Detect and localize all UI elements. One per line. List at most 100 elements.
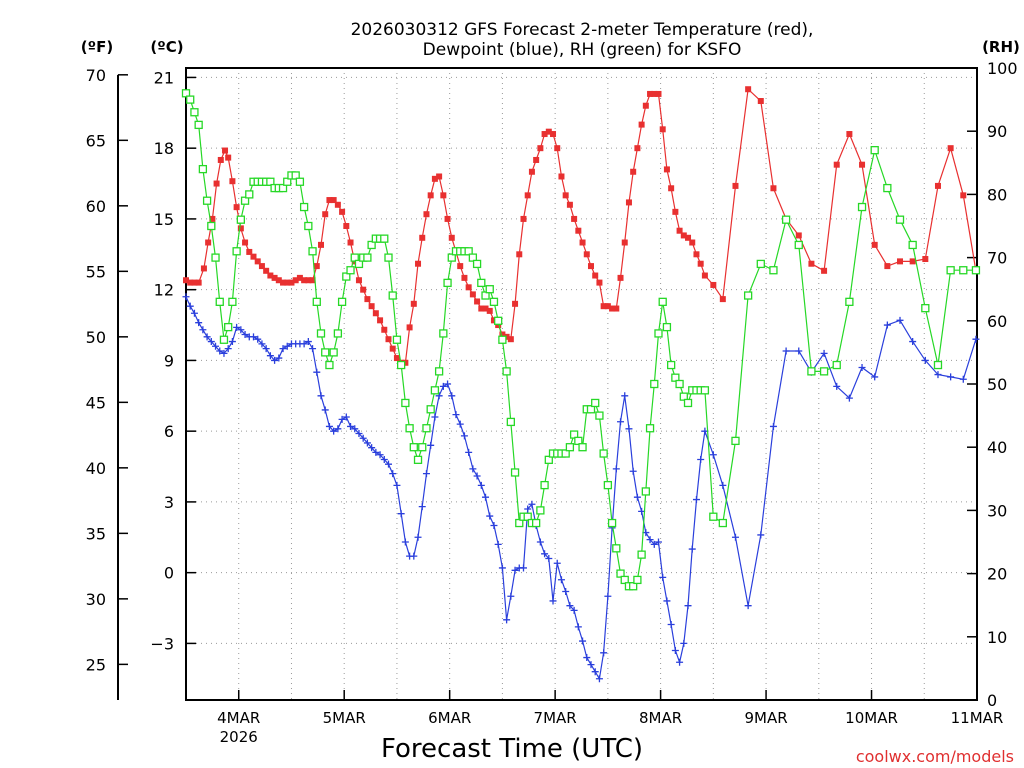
rh-point — [870, 146, 879, 155]
rh-point — [807, 367, 816, 376]
temperature-point — [520, 215, 527, 222]
rh-point — [845, 297, 854, 306]
dewpoint-point — [380, 455, 388, 463]
dewpoint-point — [591, 668, 599, 676]
temperature-point — [486, 307, 493, 314]
temperature-point — [558, 173, 565, 180]
temperature-point — [697, 260, 704, 267]
dewpoint-point — [435, 392, 443, 400]
dewpoint-point — [490, 521, 498, 529]
temperature-point — [528, 168, 535, 175]
dewpoint-point — [258, 340, 266, 348]
temperature-point — [389, 345, 396, 352]
dewpoint-point — [393, 481, 401, 489]
temperature-point — [296, 274, 303, 281]
temperature-point — [960, 192, 967, 199]
temperature-point — [642, 102, 649, 109]
rh-point — [321, 348, 330, 357]
rh-point — [409, 443, 418, 452]
rh-point — [662, 322, 672, 332]
temperature-point — [267, 272, 274, 279]
rh-point — [413, 455, 423, 464]
temperature-point — [448, 234, 455, 241]
rh-point — [586, 405, 596, 414]
dewpoint-point — [389, 470, 397, 478]
dewpoint-point — [477, 481, 485, 489]
dewpoint-point — [241, 330, 249, 338]
rh-point — [506, 417, 515, 427]
rh-point — [299, 202, 309, 212]
temperature-point — [225, 154, 232, 161]
rh-point — [883, 183, 892, 193]
dewpoint-point — [545, 555, 553, 563]
rh-point — [295, 177, 305, 186]
temperature-point — [507, 336, 514, 343]
temperature-point — [187, 279, 194, 286]
rh-point — [434, 367, 444, 376]
rh-tick-label: 90 — [987, 122, 1007, 141]
rh-point — [607, 518, 617, 528]
dewpoint-point — [654, 538, 662, 546]
rh-point — [380, 234, 389, 243]
temperature-point — [478, 305, 485, 312]
fahrenheit-tick-label: 45 — [86, 393, 106, 412]
rh-tick-label: 60 — [987, 312, 1007, 331]
rh-point — [245, 190, 254, 199]
dewpoint-point — [199, 326, 207, 334]
fahrenheit-tick-label: 40 — [86, 459, 106, 478]
dewpoint-point — [671, 646, 679, 654]
temperature-point — [217, 156, 224, 163]
temperature-point — [659, 126, 666, 133]
dewpoint-point — [313, 368, 321, 376]
rh-point — [654, 329, 663, 338]
rh-point — [211, 253, 220, 262]
dewpoint-point — [237, 326, 245, 334]
dewpoint-point — [448, 392, 456, 400]
dewpoint-point — [342, 413, 350, 421]
rh-point — [645, 424, 655, 433]
dewpoint-point — [959, 375, 967, 383]
rh-point — [489, 297, 499, 306]
celsius-tick-label: 15 — [154, 210, 174, 229]
dewpoint-point — [279, 345, 287, 353]
temperature-point — [562, 192, 569, 199]
temperature-point — [884, 263, 891, 270]
rh-point — [240, 196, 250, 205]
temperature-point — [524, 192, 531, 199]
dewpoint-point — [769, 422, 777, 430]
dewpoint-point — [334, 425, 342, 433]
fahrenheit-tick-label: 70 — [86, 66, 106, 85]
rh-point — [515, 518, 524, 528]
x-axis-title: Forecast Time (UTC) — [381, 734, 643, 764]
dewpoint-point — [224, 345, 232, 353]
dewpoint-point — [460, 432, 468, 440]
rh-point — [481, 291, 490, 300]
temperature-point — [625, 199, 632, 206]
temperature-point — [668, 185, 675, 192]
temperature-point — [258, 263, 265, 270]
dewpoint-point — [845, 394, 853, 402]
rh-point — [308, 247, 317, 256]
dewpoint-point — [212, 342, 220, 350]
temperature-point — [368, 303, 375, 310]
rh-point — [304, 221, 313, 231]
rh-point — [633, 575, 642, 585]
dewpoint-point — [465, 448, 473, 456]
rh-point — [181, 89, 191, 98]
rh-point — [591, 398, 600, 408]
dewpoint-point — [283, 342, 291, 350]
temperature-point — [672, 208, 679, 215]
x-tick-label: 6MAR — [428, 709, 471, 727]
dewpoint-point — [452, 411, 460, 419]
series-layer — [181, 86, 981, 683]
rh-point — [679, 392, 688, 401]
temperature-point — [701, 272, 708, 279]
temperature-point — [541, 131, 548, 138]
fahrenheit-tick-label: 30 — [86, 590, 106, 609]
temperature-point — [732, 182, 739, 189]
dewpoint-point — [621, 392, 629, 400]
dewpoint-point — [663, 597, 671, 605]
dewpoint-point — [254, 335, 262, 343]
temperature-point — [499, 331, 506, 338]
temperature-point — [200, 265, 207, 272]
